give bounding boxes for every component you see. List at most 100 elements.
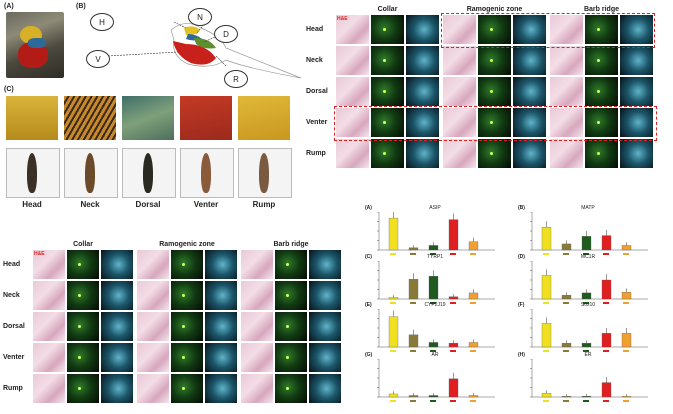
- histo-bottom-tile: [205, 343, 237, 372]
- histo-bottom-row-label: Venter: [3, 353, 25, 361]
- gfp-signal-dot: [382, 59, 386, 63]
- feather-name: Venter: [193, 200, 219, 209]
- chart-bar: [581, 343, 592, 348]
- gfp-signal-dot: [78, 356, 82, 360]
- panel-c-letter: (C): [4, 86, 14, 93]
- histo-top-tile: [406, 77, 439, 106]
- legend-swatch: [430, 302, 436, 304]
- chart-bar: [448, 219, 459, 251]
- legend-swatch: [390, 400, 396, 402]
- histo-top-tile: [443, 139, 476, 168]
- legend-swatch: [583, 400, 589, 402]
- histo-bottom-tile: [67, 374, 99, 403]
- chart-bar: [601, 382, 612, 398]
- chart-svg: [377, 309, 495, 352]
- chart-bar: [408, 334, 419, 348]
- legend-swatch: [430, 253, 436, 255]
- histo-top-tile: [620, 15, 653, 44]
- legend-swatch: [623, 350, 629, 352]
- histo-bottom-tile: [67, 250, 99, 279]
- legend-swatch: [623, 400, 629, 402]
- legend-swatch: [390, 302, 396, 304]
- histo-bottom-tile: [171, 281, 203, 310]
- histo-bottom-row-label: Dorsal: [3, 322, 25, 330]
- histo-bottom-tile: [137, 312, 169, 341]
- legend-swatch: [583, 350, 589, 352]
- chart-bar: [621, 292, 632, 300]
- histo-bottom-tile: [171, 343, 203, 372]
- histo-bottom-tile: [101, 281, 133, 310]
- legend-swatch: [563, 400, 569, 402]
- region-label-r: R: [224, 70, 248, 88]
- histo-top-tile: [443, 15, 476, 44]
- histo-top-tile: [585, 15, 618, 44]
- legend-swatch: [543, 302, 549, 304]
- panel-a-letter: (A): [4, 3, 14, 10]
- legend-swatch: [470, 302, 476, 304]
- histo-bottom-tile: [137, 250, 169, 279]
- legend-swatch: [603, 302, 609, 304]
- histo-top-tile: [371, 139, 404, 168]
- chart-bar: [468, 342, 479, 348]
- gfp-signal-dot: [382, 28, 386, 32]
- legend-swatch: [410, 253, 416, 255]
- chart-bar: [541, 393, 552, 398]
- histo-bottom-tile: [309, 281, 341, 310]
- histo-top-tile: H&E: [336, 15, 369, 44]
- gfp-signal-dot: [382, 121, 386, 125]
- legend-swatch: [543, 400, 549, 402]
- histo-top-col-header: Collar: [377, 6, 398, 13]
- histo-top-row-label: Neck: [306, 56, 323, 64]
- histo-top-tile: [513, 77, 546, 106]
- legend-swatch: [430, 350, 436, 352]
- histo-bottom-tile: [309, 250, 341, 279]
- gfp-signal-dot: [489, 59, 493, 63]
- histo-bottom-tile: [33, 281, 65, 310]
- gfp-signal-dot: [489, 90, 493, 94]
- feather-photo: [122, 96, 174, 140]
- histo-bottom-tile: [205, 312, 237, 341]
- legend-swatch: [543, 253, 549, 255]
- chart-title: MC1R: [580, 254, 596, 260]
- gfp-signal-dot: [182, 356, 186, 360]
- chart-panel-letter: (B): [518, 205, 525, 211]
- legend-swatch: [603, 350, 609, 352]
- dashed-highlight: [334, 106, 657, 141]
- histo-top-tile: [478, 139, 511, 168]
- chart-bar: [581, 292, 592, 300]
- histo-top-col-header: Ramogenic zone: [466, 6, 523, 13]
- histo-top-he-tag: H&E: [337, 16, 348, 22]
- histo-top-tile: [585, 77, 618, 106]
- histo-top-tile: [443, 108, 476, 137]
- histo-top-tile: [371, 108, 404, 137]
- histo-top-tile: [478, 108, 511, 137]
- histo-bottom-tile: [241, 281, 273, 310]
- chart-bar: [621, 245, 632, 251]
- chart-title: MATP: [581, 205, 595, 211]
- feather-shape: [201, 153, 211, 193]
- histo-bottom-tile: [137, 343, 169, 372]
- gfp-signal-dot: [596, 121, 600, 125]
- histo-top-tile: [406, 139, 439, 168]
- feather-shape: [85, 153, 95, 193]
- feather-photo: [180, 96, 232, 140]
- histo-top-tile: [478, 77, 511, 106]
- histo-top-row-label: Rump: [306, 149, 326, 157]
- histo-bottom-tile: [275, 250, 307, 279]
- histo-top-tile: [550, 139, 583, 168]
- gfp-signal-dot: [78, 387, 82, 391]
- legend-swatch: [583, 253, 589, 255]
- feather-name: Head: [22, 200, 42, 209]
- feather-card: [180, 148, 234, 198]
- gfp-signal-dot: [182, 263, 186, 267]
- chart-bar: [428, 395, 439, 398]
- histo-bottom-tile: [33, 343, 65, 372]
- histo-bottom-tile: [101, 343, 133, 372]
- chart-bar: [408, 247, 419, 251]
- chart-title: ASIP: [429, 205, 441, 211]
- histo-top-tile: [406, 108, 439, 137]
- chart-bar: [561, 343, 572, 348]
- histo-top-tile: [443, 77, 476, 106]
- histo-bottom-col-header: Barb ridge: [273, 241, 309, 248]
- gfp-signal-dot: [489, 121, 493, 125]
